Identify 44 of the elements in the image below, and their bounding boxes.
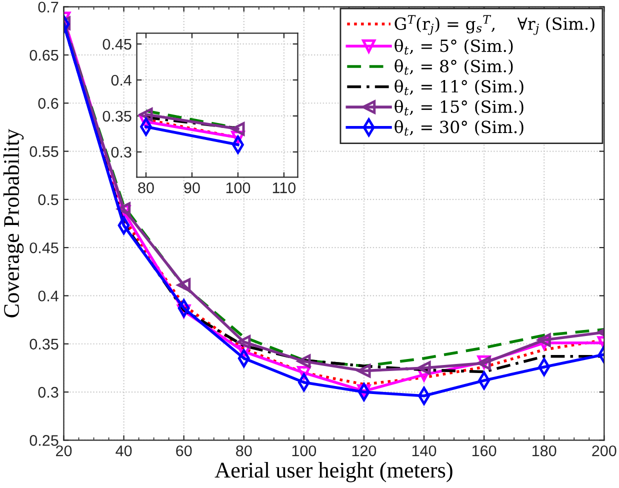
legend-label: θ$_{t}$, = 11° (Sim.) xyxy=(394,80,524,96)
legend-label: θ$_{t}$, = 5° (Sim.) xyxy=(394,38,513,55)
x-tick-label: 40 xyxy=(116,445,132,456)
y-tick-label: 0.4 xyxy=(111,74,132,86)
legend-label: θ$_{t}$, = 30° (Sim.) xyxy=(394,120,524,136)
y-axis-title: Coverage Probability xyxy=(3,128,24,318)
point xyxy=(357,364,371,378)
x-tick-label: 80 xyxy=(236,445,252,456)
y-tick-label: 0.4 xyxy=(38,290,58,302)
x-tick-label: 100 xyxy=(292,445,316,456)
point xyxy=(297,354,311,368)
y-tick-label: 0.7 xyxy=(38,2,58,13)
x-tick-label: 120 xyxy=(352,445,376,456)
x-tick-label: 180 xyxy=(532,445,556,456)
y-tick-label: 0.3 xyxy=(111,146,132,158)
x-tick-label: 100 xyxy=(226,182,250,194)
x-tick-label: 80 xyxy=(138,182,154,194)
y-tick-label: 0.5 xyxy=(38,194,58,206)
x-axis-title: Aerial user height (meters) xyxy=(214,462,452,482)
x-tick-label: 200 xyxy=(592,445,616,456)
y-tick-label: 0.55 xyxy=(30,146,58,157)
y-tick-label: 0.35 xyxy=(30,338,58,350)
point xyxy=(237,335,251,349)
y-tick-label: 0.6 xyxy=(38,98,58,109)
y-tick-label: 0.35 xyxy=(102,110,132,122)
legend-label: θ$_{t}$, = 15° (Sim.) xyxy=(394,100,524,116)
legend-label: θ$_{t}$, = 8° (Sim.) xyxy=(394,59,513,75)
point xyxy=(537,333,551,347)
point xyxy=(177,278,191,292)
x-tick-label: 110 xyxy=(272,182,296,194)
x-tick-label: 90 xyxy=(184,182,200,194)
y-tick-label: 0.45 xyxy=(30,242,58,254)
x-tick-label: 140 xyxy=(412,445,436,456)
point xyxy=(417,361,431,375)
text: G$^{T}$(r$_{j}$) = g$_{s}$$^{T}$, ∀r$_{j}$ (Sim.) xyxy=(394,15,594,35)
point xyxy=(139,108,153,122)
x-tick-label: 20 xyxy=(56,445,72,456)
y-tick-label: 0.25 xyxy=(30,435,58,446)
x-tick-label: 60 xyxy=(176,445,192,456)
point xyxy=(231,122,245,136)
x-tick-label: 160 xyxy=(472,445,496,456)
y-tick-label: 0.45 xyxy=(102,38,132,50)
y-tick-label: 0.65 xyxy=(30,50,58,61)
y-tick-label: 0.3 xyxy=(38,386,58,398)
